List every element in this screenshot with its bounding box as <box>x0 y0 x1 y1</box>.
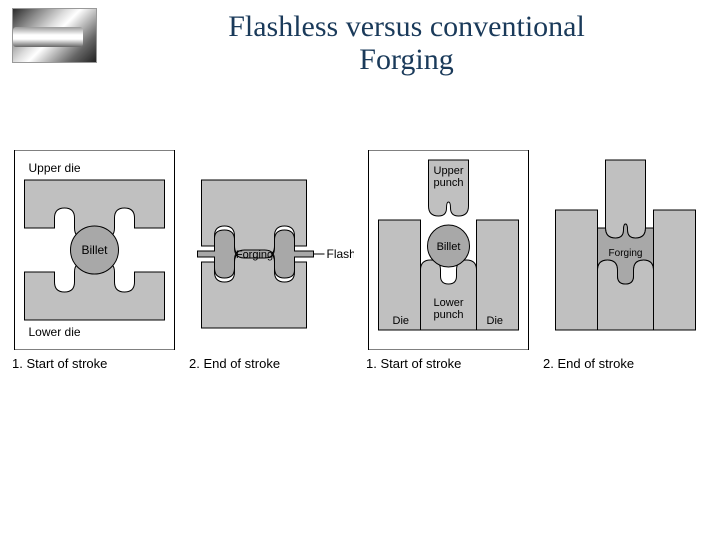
label-lower-punch-l1: Lower <box>434 297 464 309</box>
title-line-2: Forging <box>359 43 453 76</box>
label-forging-2: Forging <box>609 248 643 259</box>
label-billet-2: Billet <box>437 241 461 253</box>
panel-flashless-start: Upper punch Billet Die Die Lower punch 1… <box>366 150 531 390</box>
label-forging: Forging <box>236 249 273 261</box>
label-lower-die: Lower die <box>29 325 81 339</box>
label-upper-punch-l1: Upper <box>434 165 464 177</box>
caption-3: 1. Start of stroke <box>366 350 531 371</box>
label-flash: Flash <box>327 247 355 261</box>
panel-conventional-start: Upper die Billet Lower die 1. Start of s… <box>12 150 177 390</box>
panel-flashless-end: Forging 2. End of stroke <box>543 150 708 390</box>
label-lower-punch-l2: punch <box>434 309 464 321</box>
diagram-3: Upper punch Billet Die Die Lower punch <box>366 150 531 350</box>
title-line-1: Flashless versus conventional <box>228 10 585 43</box>
diagram-1: Upper die Billet Lower die <box>12 150 177 350</box>
header: Flashless versus conventional Forging <box>0 0 720 76</box>
label-upper-die: Upper die <box>29 161 81 175</box>
label-upper-punch-l2: punch <box>434 177 464 189</box>
diagram-row: Upper die Billet Lower die 1. Start of s… <box>12 150 708 390</box>
caption-2: 2. End of stroke <box>189 350 354 371</box>
panel-conventional-end: Forging Flash 2. End of stroke <box>189 150 354 390</box>
page-title: Flashless versus conventional Forging <box>105 8 708 76</box>
decorative-thumbnail <box>12 8 97 63</box>
caption-1: 1. Start of stroke <box>12 350 177 371</box>
label-die-left: Die <box>393 315 410 327</box>
caption-4: 2. End of stroke <box>543 350 708 371</box>
diagram-4: Forging <box>543 150 708 350</box>
diagram-2: Forging Flash <box>189 150 354 350</box>
label-billet: Billet <box>81 243 108 257</box>
label-die-right: Die <box>487 315 504 327</box>
